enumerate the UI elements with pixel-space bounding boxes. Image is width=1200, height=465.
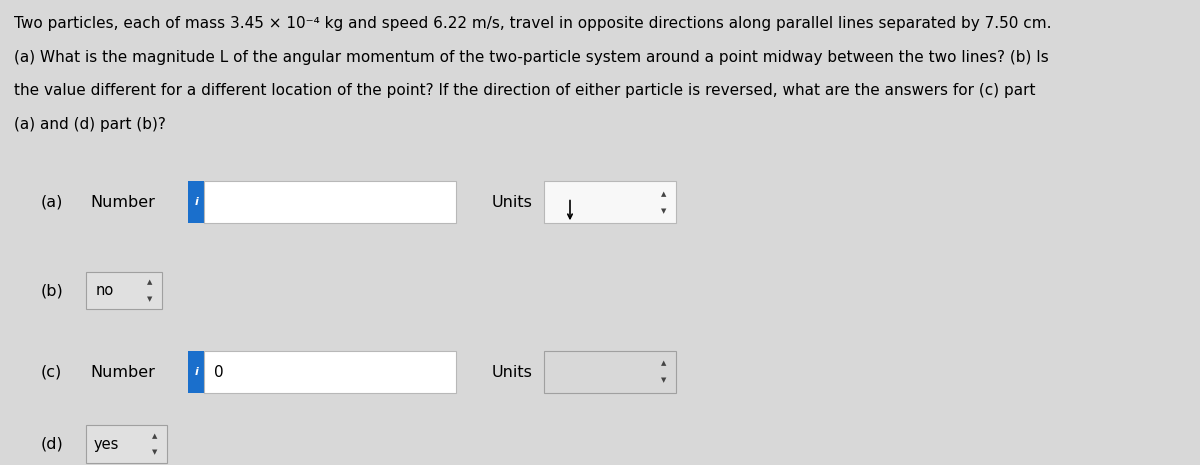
Text: (d): (d) <box>41 437 64 452</box>
Text: ▼: ▼ <box>148 296 152 302</box>
FancyBboxPatch shape <box>86 272 162 309</box>
Text: Units: Units <box>492 365 533 379</box>
Text: the value different for a different location of the point? If the direction of e: the value different for a different loca… <box>14 83 1036 98</box>
Text: ▲: ▲ <box>148 279 152 285</box>
Text: ▲: ▲ <box>152 433 157 438</box>
FancyBboxPatch shape <box>188 181 204 223</box>
Text: (a) What is the magnitude L of the angular momentum of the two-particle system a: (a) What is the magnitude L of the angul… <box>14 50 1049 65</box>
FancyBboxPatch shape <box>86 425 167 463</box>
Text: ▼: ▼ <box>661 208 666 213</box>
Text: (a) and (d) part (b)?: (a) and (d) part (b)? <box>14 117 167 132</box>
Text: ▼: ▼ <box>152 450 157 455</box>
Text: ▲: ▲ <box>661 361 666 366</box>
FancyBboxPatch shape <box>204 351 456 393</box>
Text: Two particles, each of mass 3.45 × 10⁻⁴ kg and speed 6.22 m/s, travel in opposit: Two particles, each of mass 3.45 × 10⁻⁴ … <box>14 16 1052 31</box>
Text: Number: Number <box>90 365 155 379</box>
Text: Number: Number <box>90 195 155 210</box>
Text: i: i <box>194 367 198 377</box>
Text: no: no <box>96 283 114 298</box>
Text: (b): (b) <box>41 283 64 298</box>
Text: Units: Units <box>492 195 533 210</box>
Text: (a): (a) <box>41 195 64 210</box>
Text: yes: yes <box>94 437 119 452</box>
FancyBboxPatch shape <box>544 181 676 223</box>
Text: (c): (c) <box>41 365 62 379</box>
Text: ▲: ▲ <box>661 191 666 197</box>
Text: i: i <box>194 197 198 207</box>
Text: ▼: ▼ <box>661 378 666 383</box>
FancyBboxPatch shape <box>204 181 456 223</box>
Text: 0: 0 <box>214 365 223 379</box>
FancyBboxPatch shape <box>188 351 204 393</box>
FancyBboxPatch shape <box>544 351 676 393</box>
